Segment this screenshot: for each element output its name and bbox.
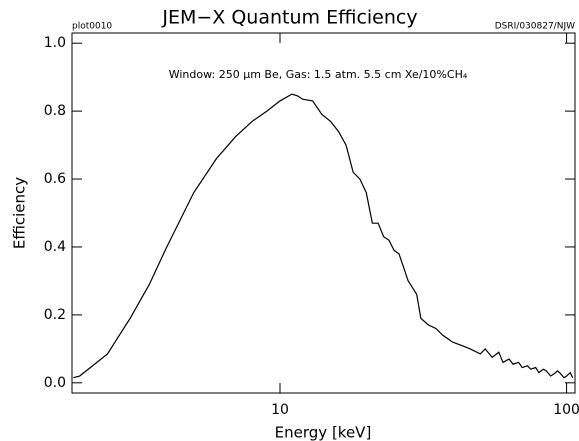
annotation: Window: 250 μm Be, Gas: 1.5 atm. 5.5 cm … xyxy=(169,68,468,81)
y-tick-label: 0.4 xyxy=(44,239,66,255)
x-axis-label: Energy [keV] xyxy=(275,424,372,441)
data-line xyxy=(73,93,574,379)
chart-title: JEM−X Quantum Efficiency xyxy=(161,7,417,29)
y-tick-label: 0.6 xyxy=(44,171,66,187)
y-tick-label: 1.0 xyxy=(44,35,66,51)
x-tick-label: 10 xyxy=(271,402,289,418)
x-tick-label: 100 xyxy=(553,402,579,418)
plot-credit: DSRI/030827/NJW xyxy=(495,22,575,32)
y-tick-label: 0.8 xyxy=(44,103,66,119)
plot-id: plot0010 xyxy=(72,22,112,32)
y-tick-label: 0.0 xyxy=(44,375,66,391)
y-tick-label: 0.2 xyxy=(44,307,66,323)
y-axis-label: Efficiency xyxy=(11,177,29,249)
plot-frame xyxy=(71,32,576,394)
